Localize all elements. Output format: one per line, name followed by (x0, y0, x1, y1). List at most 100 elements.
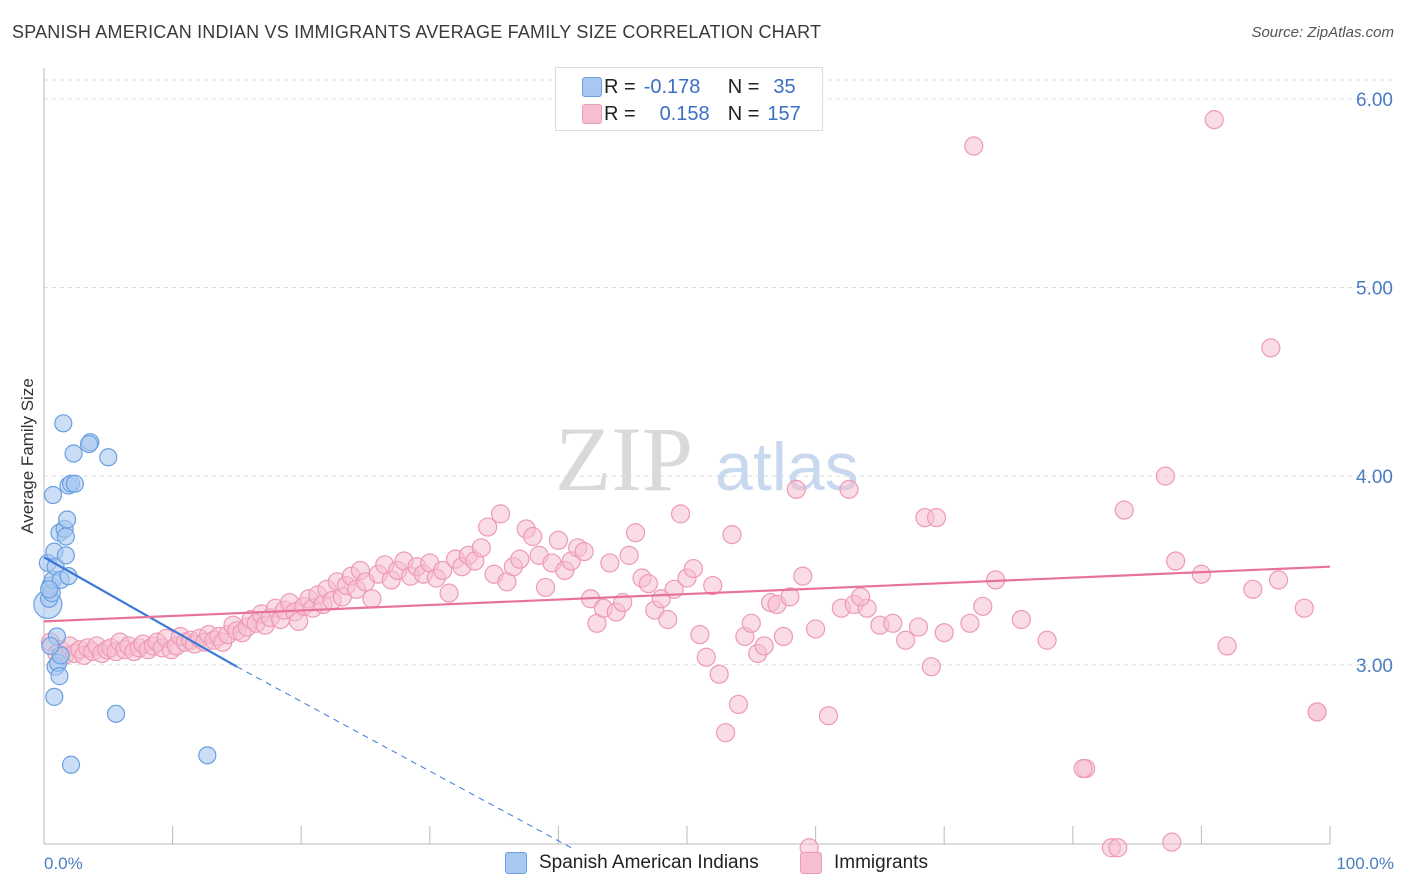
spanish-american-indians-point (61, 755, 81, 774)
immigrants-point (1155, 466, 1175, 486)
immigrants-point (703, 575, 723, 596)
spanish-american-indians-point (56, 527, 75, 546)
immigrants-point (722, 525, 742, 545)
spanish-american-indians-point (45, 687, 64, 706)
immigrants-point (780, 587, 800, 607)
source-label: Source: ZipAtlas.com (1251, 24, 1394, 41)
immigrants-point (793, 566, 813, 586)
immigrants-point (510, 549, 530, 569)
immigrants-point (625, 523, 646, 543)
immigrants-point (1294, 598, 1314, 618)
immigrants-point (883, 613, 903, 633)
legend-swatch-pink (582, 104, 602, 124)
series-legend: Spanish American Indians Immigrants (0, 850, 1406, 878)
spanish-american-indians-point (65, 474, 84, 493)
spanish-american-indians-point (54, 414, 73, 433)
y-tick-label: 4.00 (1356, 467, 1393, 488)
legend-swatch-pink (800, 852, 822, 874)
immigrants-point (683, 558, 704, 579)
immigrants-point (1108, 838, 1128, 858)
immigrants-point (1268, 570, 1289, 590)
spanish-american-indians-point (56, 546, 75, 565)
immigrants-point (805, 619, 826, 639)
legend-r-label: R = (604, 75, 636, 98)
legend-row-pink: R = 0.158 N = 157 (582, 101, 801, 127)
immigrants-point (574, 542, 594, 562)
immigrants-point (658, 609, 678, 630)
immigrants-point (754, 636, 774, 656)
spanish-american-indians-point (58, 510, 77, 529)
immigrants-point (934, 623, 954, 643)
spanish-american-indians-point (106, 704, 126, 723)
immigrants-point (921, 657, 941, 677)
immigrants-point (670, 504, 691, 524)
immigrants-point (1162, 832, 1182, 852)
blue-trend-line (43, 556, 238, 668)
spanish-american-indians-point (99, 448, 118, 467)
immigrants-point (523, 526, 543, 547)
y-tick-label: 5.00 (1356, 279, 1393, 300)
legend-n-value-pink: 157 (767, 102, 801, 125)
legend-item-immigrants[interactable]: Immigrants (800, 852, 928, 874)
chart-title: SPANISH AMERICAN INDIAN VS IMMIGRANTS AV… (12, 22, 822, 42)
spanish-american-indians-points (33, 414, 217, 774)
immigrants-point (1307, 702, 1327, 722)
immigrants-point (715, 723, 736, 743)
immigrants-point (439, 583, 459, 603)
immigrants-point (1217, 636, 1237, 656)
immigrants-point (696, 647, 716, 667)
immigrants-point (471, 538, 491, 558)
legend-row-blue: R = -0.178 N = 35 (582, 74, 796, 100)
spanish-american-indians-point (198, 746, 217, 765)
spanish-american-indians-point (79, 434, 99, 454)
x-tick-right: 100.0% (1336, 854, 1394, 873)
immigrants-point (908, 617, 929, 637)
y-tick-labels: 3.00 4.00 5.00 6.00 (1356, 90, 1393, 677)
legend-swatch-blue (582, 77, 602, 97)
immigrants-point (1037, 630, 1057, 650)
immigrants-point (728, 694, 749, 715)
immigrants-point (1166, 551, 1186, 571)
immigrants-point (1073, 758, 1093, 779)
immigrants-point (1114, 500, 1134, 520)
pink-trend-line (43, 565, 1331, 623)
immigrants-point (741, 613, 761, 633)
trend-lines (43, 556, 1331, 849)
legend-label-immigrants: Immigrants (834, 852, 928, 873)
immigrants-point (851, 587, 871, 607)
spanish-american-indians-point (50, 667, 69, 686)
spanish-american-indians-point (40, 580, 59, 599)
immigrants-point (1261, 338, 1281, 358)
immigrants-point (896, 630, 916, 650)
y-tick-label: 6.00 (1356, 90, 1393, 111)
legend-item-spanish-american-indians[interactable]: Spanish American Indians (505, 852, 759, 874)
spanish-american-indians-point (43, 485, 63, 505)
immigrants-point (786, 479, 806, 499)
immigrants-point (478, 517, 498, 537)
blue-trend-extension (236, 666, 572, 849)
immigrants-point (839, 479, 859, 499)
watermark-atlas: atlas (715, 429, 859, 505)
watermark-zip: ZIP (555, 408, 693, 510)
legend-r-label: R = (604, 102, 636, 125)
legend-r-value-pink: 0.158 (659, 102, 710, 125)
immigrants-point (818, 706, 839, 726)
legend-r-value-blue: -0.178 (643, 75, 701, 98)
immigrants-point (960, 613, 980, 633)
spanish-american-indians-point (41, 636, 60, 656)
immigrants-point (773, 626, 794, 647)
spanish-american-indians-point (64, 444, 83, 463)
immigrants-point (548, 530, 569, 550)
legend-swatch-blue (505, 852, 527, 874)
legend-n-label: N = (727, 102, 760, 125)
legend-n-value-blue: 35 (773, 75, 796, 98)
immigrants-point (973, 596, 993, 616)
immigrants-point (362, 589, 382, 609)
immigrants-point (1243, 579, 1263, 599)
immigrants-point (433, 560, 453, 581)
immigrants-point (690, 625, 710, 645)
y-tick-label: 3.00 (1356, 656, 1393, 677)
immigrants-point (709, 664, 729, 684)
immigrants-point (1011, 609, 1031, 630)
